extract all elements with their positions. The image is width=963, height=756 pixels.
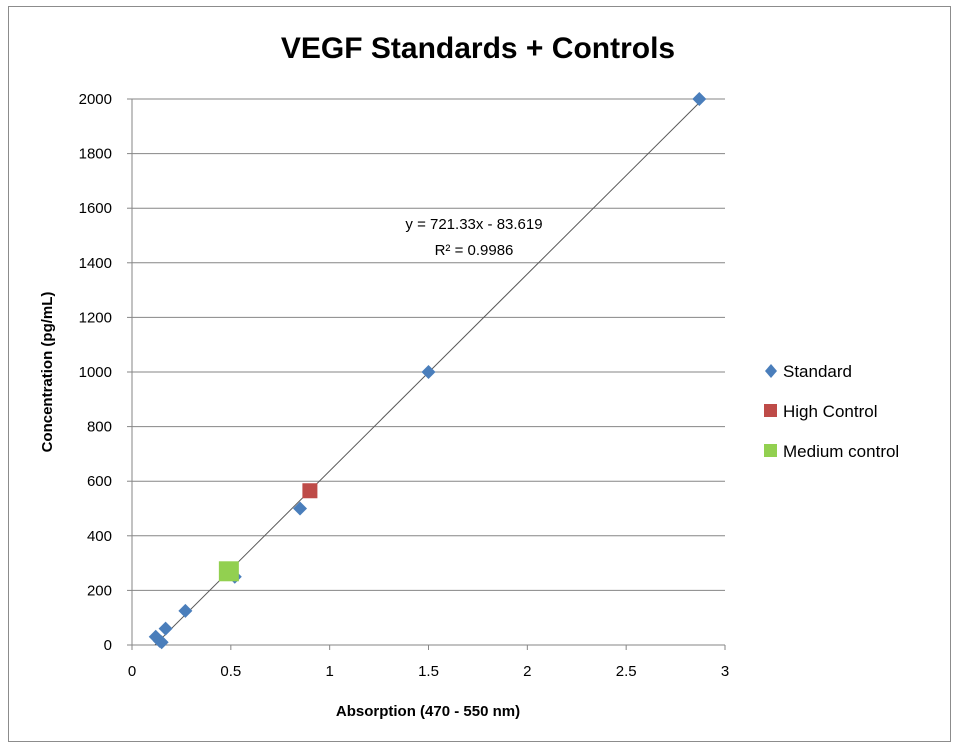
x-tick-label: 1 xyxy=(325,663,333,680)
y-tick-label: 600 xyxy=(87,473,112,490)
x-tick-label: 1.5 xyxy=(418,663,439,680)
legend-square-marker xyxy=(764,404,777,417)
y-tick-label: 1000 xyxy=(79,364,112,381)
legend-square-marker xyxy=(764,444,777,457)
legend-label-medium-control: Medium control xyxy=(783,442,899,461)
medium-control-point xyxy=(218,561,239,582)
r-squared-label: R² = 0.9986 xyxy=(435,242,514,259)
y-tick-label: 2000 xyxy=(79,91,112,108)
data-points xyxy=(148,92,707,650)
standard-point xyxy=(154,635,169,650)
y-tick-label: 1400 xyxy=(79,255,112,272)
legend-item-standard: Standard xyxy=(765,362,852,381)
y-tick-label: 1600 xyxy=(79,200,112,217)
x-tick-label: 3 xyxy=(721,663,729,680)
legend-diamond-marker xyxy=(765,364,777,378)
high-control-point xyxy=(302,483,318,499)
standard-point xyxy=(421,365,436,379)
chart-frame xyxy=(8,6,951,742)
x-tick-label: 2.5 xyxy=(616,663,637,680)
legend-label-standard: Standard xyxy=(783,362,852,381)
y-tick-label: 800 xyxy=(87,419,112,436)
standard-point xyxy=(692,92,707,106)
x-tick-label: 0.5 xyxy=(220,663,241,680)
standard-point xyxy=(178,603,193,618)
legend-item-high-control: High Control xyxy=(764,402,878,421)
y-tick-label: 0 xyxy=(104,637,112,654)
y-tick-label: 1800 xyxy=(79,146,112,163)
y-axis-title: Concentration (pg/mL) xyxy=(39,292,56,453)
chart-title: VEGF Standards + Controls xyxy=(281,32,675,65)
legend: Standard High Control Medium control xyxy=(764,362,899,461)
x-axis-title: Absorption (470 - 550 nm) xyxy=(336,703,520,720)
legend-item-medium-control: Medium control xyxy=(764,442,899,461)
trendline-equation: y = 721.33x - 83.619 xyxy=(405,216,542,233)
x-tick-label: 2 xyxy=(523,663,531,680)
y-tick-label: 200 xyxy=(87,582,112,599)
x-tick-label: 0 xyxy=(128,663,136,680)
standard-point xyxy=(293,501,308,516)
y-axis-ticks: 0 200 400 600 800 1000 1200 1400 1600 1800 2000 xyxy=(79,91,132,654)
legend-label-high-control: High Control xyxy=(783,402,878,421)
gridlines xyxy=(132,98,725,591)
y-tick-label: 1200 xyxy=(79,309,112,326)
y-tick-label: 400 xyxy=(87,528,112,545)
x-axis-ticks: 0 0.5 1 1.5 2 2.5 3 xyxy=(128,645,729,680)
standard-point xyxy=(158,621,173,636)
